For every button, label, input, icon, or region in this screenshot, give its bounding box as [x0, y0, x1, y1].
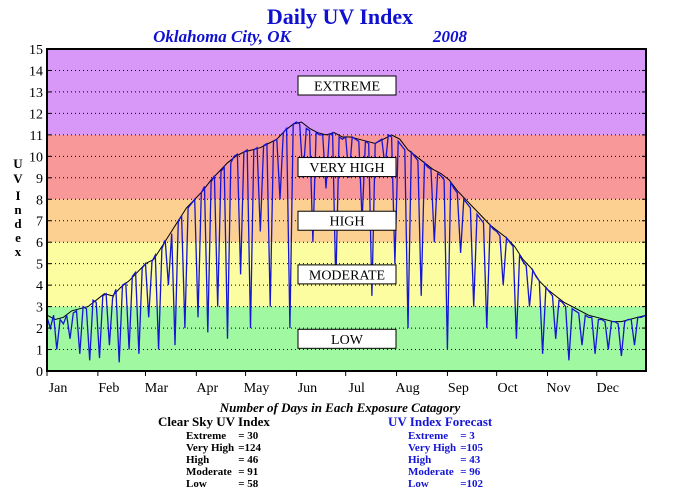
row-label: Low — [186, 478, 207, 490]
row-value: = 30 — [238, 430, 259, 442]
y-tick-label: 12 — [29, 107, 43, 122]
x-tick-label: Jul — [349, 381, 365, 396]
y-axis-label-letter: d — [14, 216, 22, 231]
y-axis-label-letter: e — [15, 230, 21, 245]
y-tick-label: 11 — [30, 129, 43, 144]
y-axis-label-letter: I — [15, 188, 20, 203]
table-row: High = 43 — [406, 454, 485, 466]
table-row: Low = 58 — [184, 478, 263, 490]
x-tick-label: Feb — [98, 381, 119, 396]
table-row: Moderate = 96 — [406, 466, 485, 478]
exposure-bands — [47, 49, 646, 371]
row-value: = 96 — [460, 466, 481, 478]
band-label-text: LOW — [331, 333, 364, 348]
chart-year: 2008 — [432, 27, 468, 46]
band-label-text: EXTREME — [314, 79, 380, 94]
plot-frame — [46, 48, 647, 372]
clear-sky-stats: Clear Sky UV Index Extreme = 30 Very High… — [158, 414, 270, 490]
y-axis-label-letter: V — [13, 171, 23, 186]
row-value: = 58 — [238, 478, 259, 490]
chart-title: Daily UV Index — [267, 4, 413, 29]
band-label-moderate: MODERATE — [297, 264, 397, 285]
table-row: Low =102 — [406, 478, 485, 490]
y-tick-label: 10 — [29, 150, 43, 165]
x-tick-label: Oct — [498, 381, 518, 396]
series-lines — [46, 121, 647, 363]
x-tick-label: May — [244, 381, 270, 396]
y-tick-label: 2 — [36, 322, 43, 337]
y-tick-label: 6 — [36, 236, 43, 251]
y-tick-label: 8 — [36, 193, 43, 208]
row-value: = 46 — [238, 454, 259, 466]
x-tick-label: Sep — [448, 381, 469, 396]
row-value: =102 — [460, 478, 483, 490]
x-axis-ticks: Jan Feb Mar Apr May Jun Jul Aug Sep Oct Nov Dec — [46, 371, 619, 396]
clear-sky-heading: Clear Sky UV Index — [158, 414, 270, 429]
x-tick-label: Mar — [145, 381, 169, 396]
row-label: Very High — [186, 442, 235, 454]
x-tick-label: Jun — [298, 381, 317, 396]
row-value: = 3 — [460, 430, 475, 442]
table-row: Very High =105 — [406, 442, 485, 454]
x-tick-label: Apr — [196, 381, 218, 396]
y-tick-label: 1 — [36, 344, 43, 359]
x-tick-label: Aug — [395, 381, 419, 396]
table-row: High = 46 — [184, 454, 263, 466]
row-value: =124 — [238, 442, 261, 454]
band-labels: LOW MODERATE HIGH VERY HIGH EXTREME — [297, 75, 397, 349]
y-tick-label: 14 — [29, 64, 43, 79]
row-label: Moderate — [408, 466, 454, 478]
row-label: Extreme — [408, 430, 449, 442]
y-tick-label: 3 — [36, 301, 43, 316]
band-label-box — [297, 75, 397, 96]
band-label-text: HIGH — [330, 215, 365, 230]
row-value: = 91 — [238, 466, 259, 478]
x-tick-label: Nov — [546, 381, 570, 396]
y-tick-label: 13 — [29, 86, 43, 101]
x-tick-label: Dec — [596, 381, 619, 396]
y-tick-label: 0 — [36, 365, 43, 380]
forecast-stats: UV Index Forecast Extreme = 3 Very High =1… — [388, 414, 492, 490]
row-label: Extreme — [186, 430, 227, 442]
band-label-text: MODERATE — [309, 268, 385, 283]
x-tick-label: Jan — [49, 381, 68, 396]
row-value: =105 — [460, 442, 483, 454]
y-tick-label: 5 — [36, 258, 43, 273]
clear-sky-table: Extreme = 30 Very High =124 High = 46 Moder… — [184, 430, 263, 490]
row-value: = 43 — [460, 454, 481, 466]
row-label: High — [408, 454, 432, 466]
y-tick-label: 7 — [36, 215, 43, 230]
band-label-box — [297, 210, 397, 231]
series-line-forecast — [46, 121, 647, 363]
band-label-low: LOW — [297, 328, 397, 349]
days-caption: Number of Days in Each Exposure Catagory — [219, 400, 461, 415]
forecast-heading: UV Index Forecast — [388, 414, 493, 429]
row-label: Very High — [408, 442, 457, 454]
table-row: Very High =124 — [184, 442, 263, 454]
band-label-high: HIGH — [297, 210, 397, 231]
y-axis-label-letter: x — [15, 244, 22, 259]
band-label-text: VERY HIGH — [309, 161, 384, 176]
forecast-table: Extreme = 3 Very High =105 High = 43 Modera… — [406, 430, 485, 490]
row-label: Low — [408, 478, 429, 490]
table-row: Moderate = 91 — [184, 466, 263, 478]
y-tick-label: 15 — [29, 43, 43, 58]
y-tick-label: 9 — [36, 172, 43, 187]
y-tick-label: 4 — [36, 279, 43, 294]
band-label-extreme: EXTREME — [297, 75, 397, 96]
row-label: Moderate — [186, 466, 232, 478]
band-label-box — [297, 328, 397, 349]
y-axis-label-letter: U — [13, 156, 23, 171]
band-label-box — [297, 157, 397, 178]
band-label-very-high: VERY HIGH — [297, 157, 397, 178]
row-label: High — [186, 454, 210, 466]
band-label-box — [297, 264, 397, 285]
table-row: Extreme = 30 — [184, 430, 263, 442]
y-axis-label-letter: n — [14, 202, 22, 217]
chart-location: Oklahoma City, OK — [153, 27, 292, 46]
table-row: Extreme = 3 — [406, 430, 485, 442]
